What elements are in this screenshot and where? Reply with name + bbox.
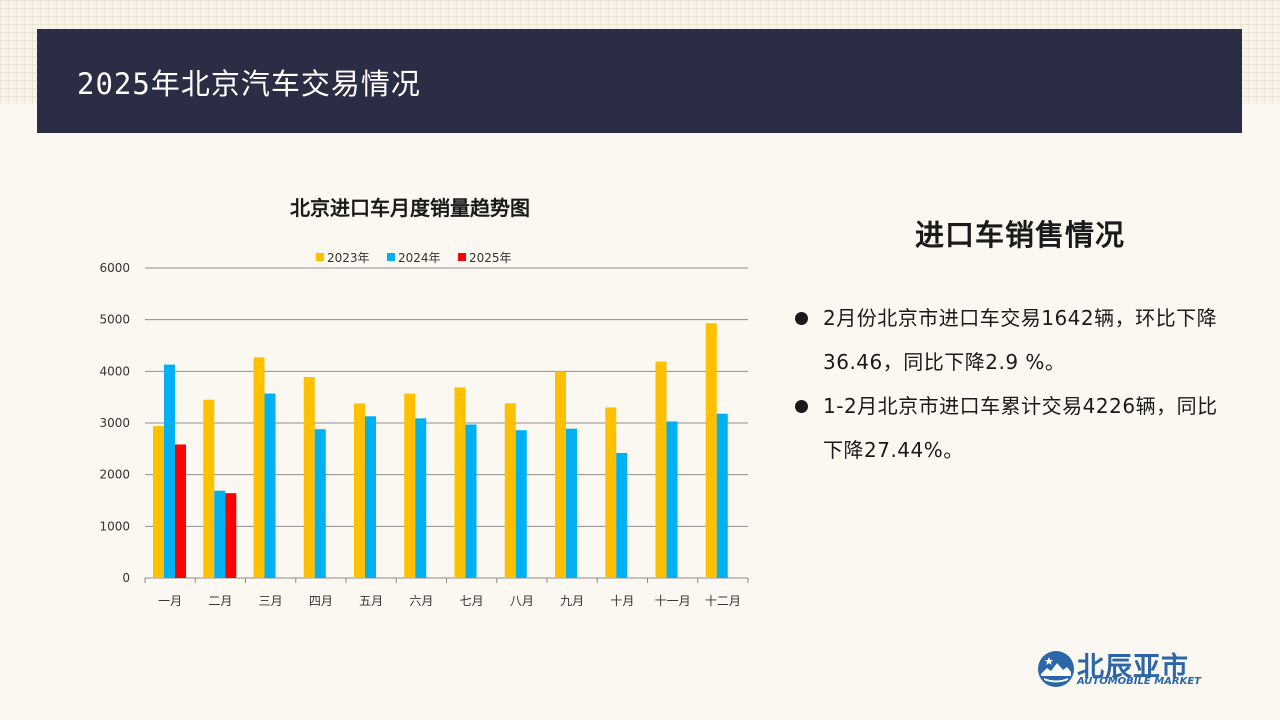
bullet-dot-icon [795,312,808,325]
y-tick-label: 1000 [99,519,130,533]
bar [314,429,326,578]
x-tick-label: 四月 [309,594,333,608]
bar [175,444,186,578]
section-title: 进口车销售情况 [914,218,1125,252]
bar [415,418,427,578]
bullet-list: 2月份北京市进口车交易1642辆，环比下降36.46，同比下降2.9 %。 1-… [795,296,1235,472]
bullet-text: 2月份北京市进口车交易1642辆，环比下降36.46，同比下降2.9 %。 [823,306,1218,374]
bar [705,323,717,578]
legend-swatch [316,253,324,261]
bullet-item-1: 2月份北京市进口车交易1642辆，环比下降36.46，同比下降2.9 %。 [795,296,1235,384]
y-tick-label: 4000 [99,364,130,378]
company-logo: 北辰亚市 AUTOMOBILE MARKET [1037,648,1212,690]
header-banner: 2025年北京汽车交易情况 [37,29,1242,133]
bar [616,452,628,578]
bar [354,403,365,578]
y-tick-label: 2000 [99,468,130,482]
bar [666,421,678,578]
legend-label: 2023年 [327,251,370,265]
bar [716,413,728,578]
x-tick-label: 十一月 [655,594,691,608]
bar [404,393,416,578]
logo-subtitle: AUTOMOBILE MARKET [1077,676,1202,687]
bar [605,407,617,578]
bar [253,357,265,578]
x-tick-label: 五月 [359,594,383,608]
page-title: 2025年北京汽车交易情况 [77,67,421,101]
bar [225,493,237,578]
bar [203,399,215,578]
legend-swatch [458,253,466,261]
bar [303,377,315,578]
x-tick-label: 一月 [158,594,182,608]
bar [504,403,516,578]
bar [214,490,226,578]
bar [515,430,527,578]
bar [465,424,477,578]
x-tick-label: 七月 [460,594,484,608]
bar [164,364,175,578]
y-tick-label: 6000 [99,261,130,275]
bar [264,393,276,578]
bar [153,426,164,578]
legend-label: 2024年 [398,251,441,265]
bar [655,361,667,578]
y-tick-label: 3000 [99,416,130,430]
y-tick-label: 0 [122,571,130,585]
x-tick-label: 二月 [208,594,232,608]
x-tick-label: 三月 [259,594,283,608]
bullet-dot-icon [795,400,808,413]
y-tick-label: 5000 [99,313,130,327]
bar [555,371,566,578]
legend-label: 2025年 [469,251,512,265]
bullet-item-2: 1-2月北京市进口车累计交易4226辆，同比下降27.44%。 [795,384,1235,472]
legend-swatch [387,253,395,261]
x-tick-label: 十月 [610,594,634,608]
x-tick-label: 九月 [560,594,584,608]
logo-emblem-icon [1038,651,1074,687]
chart-title: 北京进口车月度销量趋势图 [290,196,530,220]
x-tick-label: 十二月 [705,594,741,608]
bullet-text: 1-2月北京市进口车累计交易4226辆，同比下降27.44%。 [823,394,1218,462]
x-tick-label: 六月 [409,594,433,608]
bar [566,428,577,578]
x-tick-label: 八月 [510,594,534,608]
bar [365,416,376,578]
bar [454,387,466,578]
logo-text: 北辰亚市 [1077,652,1189,683]
